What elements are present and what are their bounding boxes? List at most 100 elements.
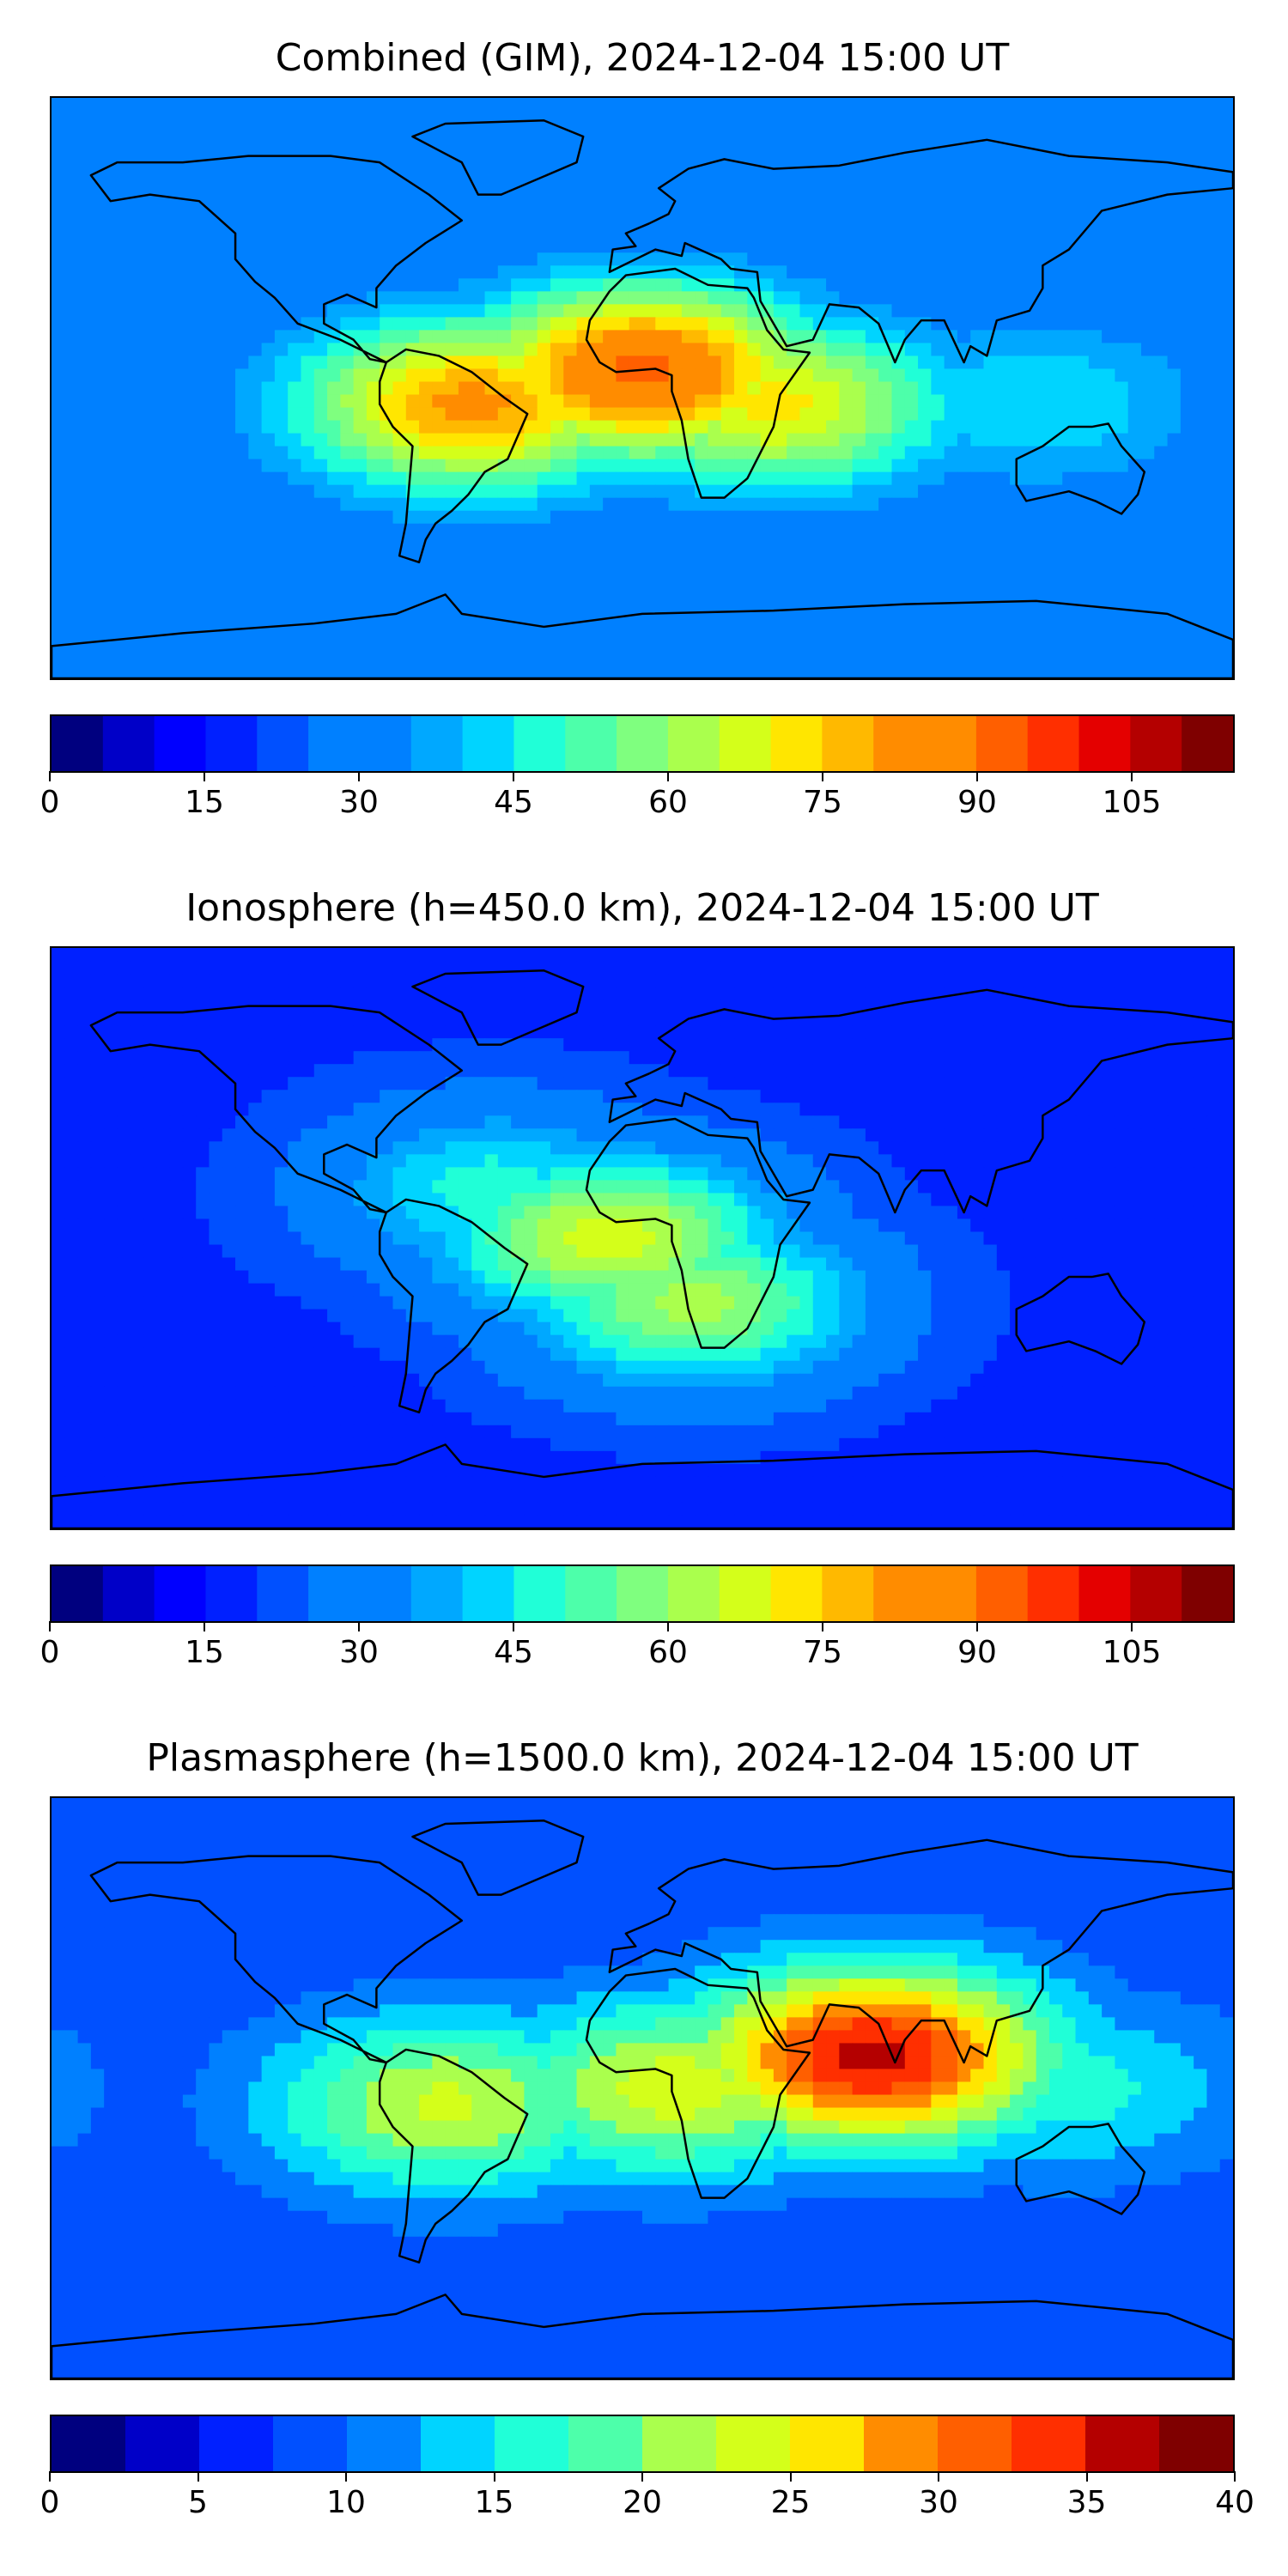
heatmap-cell xyxy=(642,252,656,266)
heatmap-cell xyxy=(1154,252,1169,266)
heatmap-cell xyxy=(327,162,341,176)
heatmap-cell xyxy=(1115,394,1129,409)
heatmap-cell xyxy=(1115,124,1129,137)
heatmap-cell xyxy=(156,240,171,253)
heatmap-cell xyxy=(1010,278,1024,292)
heatmap-cell xyxy=(537,149,551,163)
heatmap-cell xyxy=(1075,665,1090,678)
heatmap-cell xyxy=(340,1025,355,1039)
heatmap-cell xyxy=(904,948,919,962)
heatmap-cell xyxy=(196,214,210,228)
heatmap-cell xyxy=(497,368,512,383)
heatmap-cell xyxy=(52,162,65,176)
heatmap-cell xyxy=(458,175,472,189)
heatmap-cell xyxy=(64,961,79,975)
heatmap-cell xyxy=(432,278,447,292)
heatmap-cell xyxy=(392,1064,407,1078)
heatmap-cell xyxy=(340,665,355,678)
heatmap-cell xyxy=(681,587,696,602)
heatmap-cell xyxy=(1154,330,1169,344)
heatmap-cell xyxy=(603,227,617,240)
heatmap-cell xyxy=(760,175,775,189)
heatmap-cell xyxy=(327,459,341,473)
heatmap-cell xyxy=(655,98,670,112)
heatmap-cell xyxy=(1167,201,1182,215)
heatmap-cell xyxy=(313,587,328,602)
heatmap-cell xyxy=(944,98,958,112)
heatmap-cell xyxy=(576,665,591,678)
heatmap-cell xyxy=(52,948,65,962)
heatmap-cell xyxy=(799,549,814,563)
heatmap-cell xyxy=(1088,214,1103,228)
heatmap-cell xyxy=(90,562,105,576)
heatmap-cell xyxy=(983,214,998,228)
heatmap-cell xyxy=(1115,252,1129,266)
heatmap-cell xyxy=(550,1051,564,1065)
heatmap-cell xyxy=(143,149,157,163)
heatmap-cell xyxy=(274,265,289,279)
heatmap-cell xyxy=(996,471,1011,486)
heatmap-cell xyxy=(826,240,840,253)
heatmap-cell xyxy=(629,149,643,163)
heatmap-cell xyxy=(169,149,184,163)
heatmap-cell xyxy=(1075,214,1090,228)
heatmap-cell xyxy=(445,343,459,357)
heatmap-cell xyxy=(524,343,538,357)
heatmap-cell xyxy=(340,343,355,357)
heatmap-cell xyxy=(104,433,118,447)
heatmap-cell xyxy=(655,961,670,975)
heatmap-cell xyxy=(1023,510,1037,525)
heatmap-cell xyxy=(695,652,709,666)
heatmap-cell xyxy=(878,987,893,1000)
heatmap-cell xyxy=(432,665,447,678)
heatmap-cell xyxy=(983,149,998,163)
heatmap-cell xyxy=(918,665,932,678)
heatmap-cell xyxy=(196,459,210,473)
heatmap-cell xyxy=(970,459,985,473)
heatmap-cell xyxy=(563,510,578,525)
heatmap-cell xyxy=(261,330,276,344)
heatmap-cell xyxy=(524,317,538,331)
heatmap-cell xyxy=(839,1025,854,1039)
heatmap-cell xyxy=(392,278,407,292)
heatmap-cell xyxy=(471,626,486,641)
heatmap-cell xyxy=(1154,175,1169,189)
heatmap-cell xyxy=(1140,252,1155,266)
heatmap-cell xyxy=(996,407,1011,422)
heatmap-cell xyxy=(1180,510,1194,525)
heatmap-cell xyxy=(169,343,184,357)
heatmap-cell xyxy=(537,974,551,987)
heatmap-cell xyxy=(655,510,670,525)
heatmap-cell xyxy=(787,420,801,434)
heatmap-cell xyxy=(445,961,459,975)
heatmap-cell xyxy=(1167,227,1182,240)
heatmap-cell xyxy=(878,1038,893,1052)
heatmap-cell xyxy=(248,574,263,589)
heatmap-cell xyxy=(787,214,801,228)
heatmap-cell xyxy=(550,446,564,460)
heatmap-cell xyxy=(826,278,840,292)
heatmap-cell xyxy=(550,111,564,125)
heatmap-cell xyxy=(235,407,249,422)
heatmap-cell xyxy=(787,381,801,396)
heatmap-cell xyxy=(484,1012,499,1026)
heatmap-cell xyxy=(392,304,407,318)
heatmap-cell xyxy=(1154,420,1169,434)
heatmap-cell xyxy=(983,1025,998,1039)
heatmap-cell xyxy=(629,574,643,589)
heatmap-cell xyxy=(511,381,525,396)
heatmap-cell xyxy=(497,471,512,486)
heatmap-cell xyxy=(760,652,775,666)
heatmap-cell xyxy=(839,227,854,240)
heatmap-cell xyxy=(642,459,656,473)
heatmap-cell xyxy=(235,381,249,396)
heatmap-cell xyxy=(812,999,827,1013)
heatmap-cell xyxy=(563,343,578,357)
heatmap-cell xyxy=(1010,188,1024,202)
heatmap-cell xyxy=(327,420,341,434)
heatmap-cell xyxy=(1206,304,1221,318)
heatmap-cell xyxy=(1194,124,1208,137)
heatmap-cell xyxy=(261,587,276,602)
heatmap-cell xyxy=(1167,343,1182,357)
heatmap-cell xyxy=(458,665,472,678)
